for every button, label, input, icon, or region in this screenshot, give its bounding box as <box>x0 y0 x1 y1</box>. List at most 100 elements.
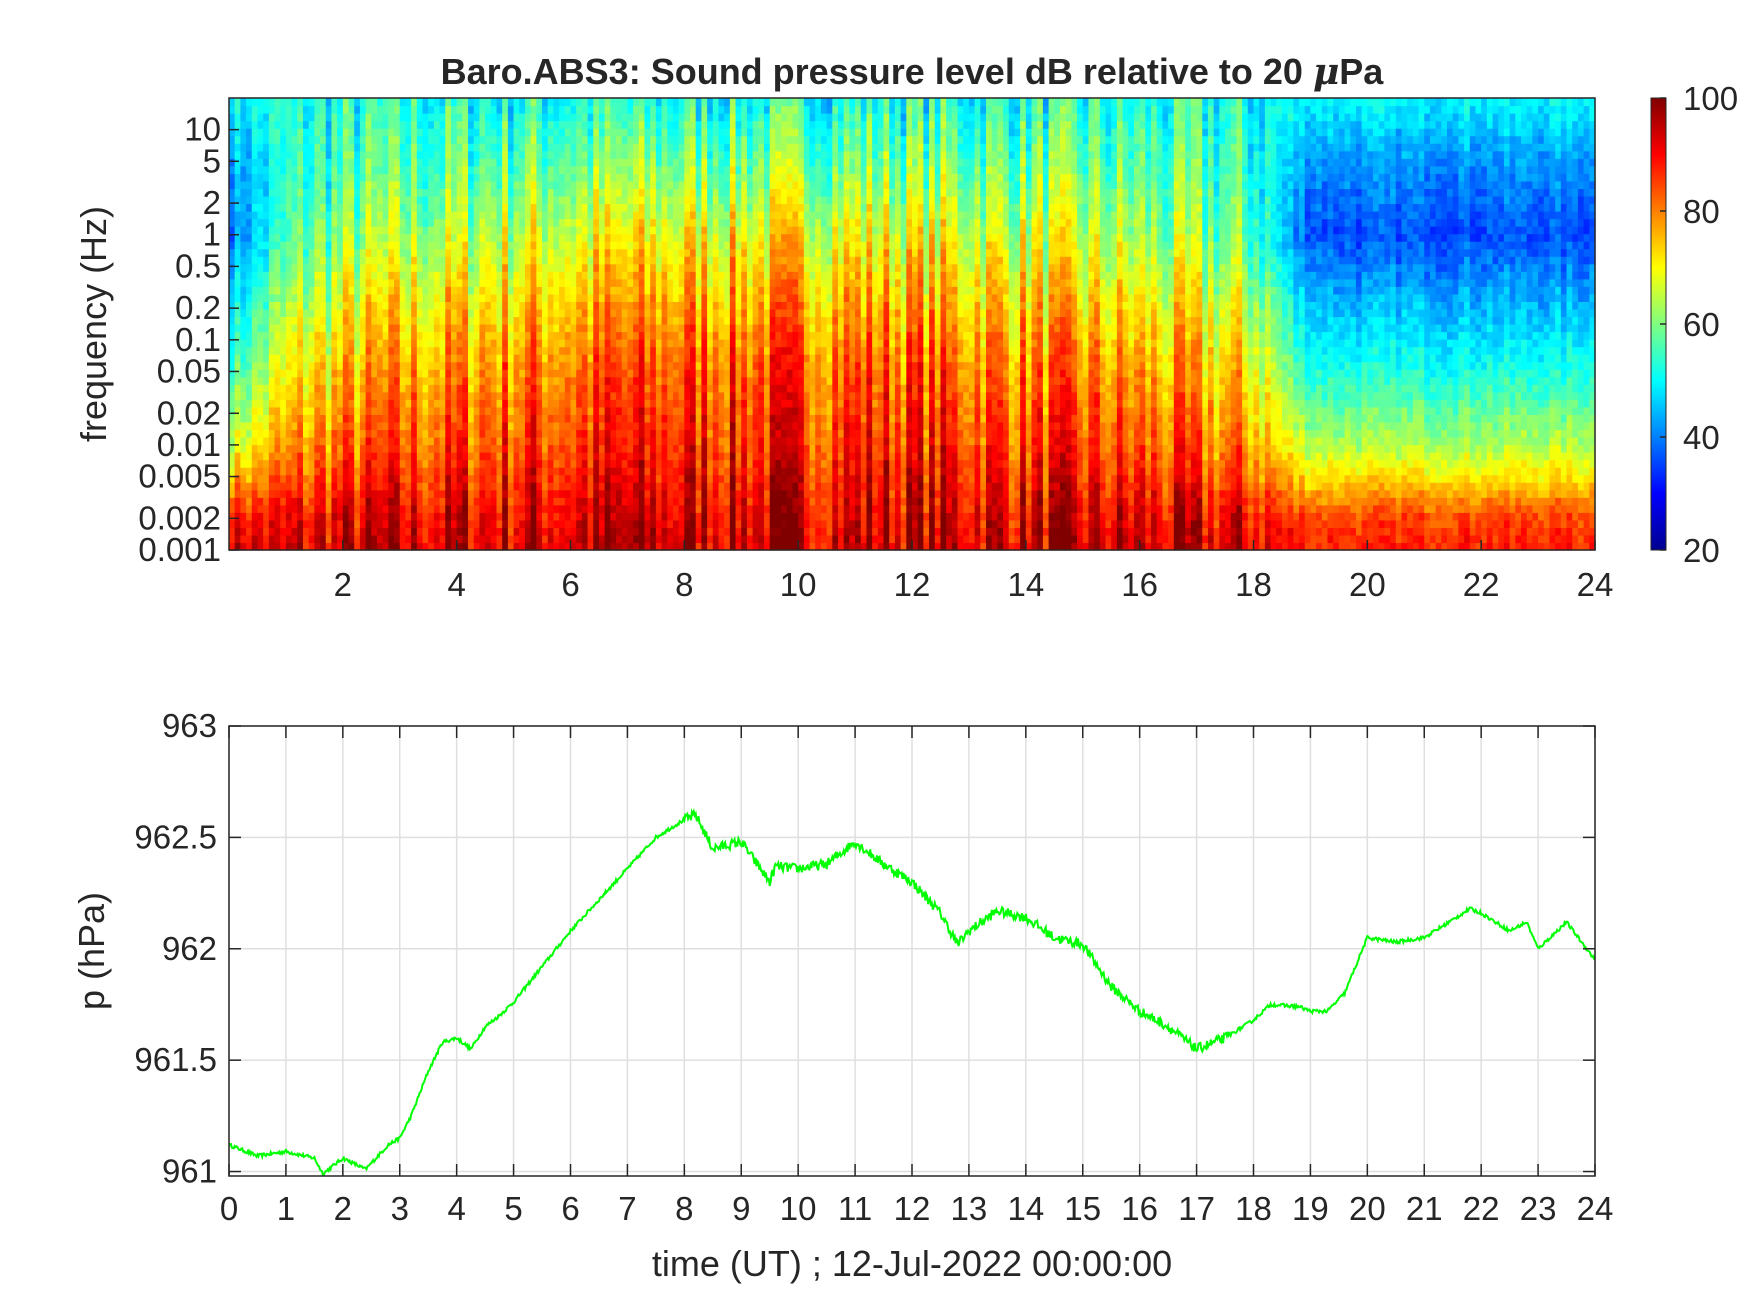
spectrogram-cell <box>598 173 606 182</box>
spectrogram-cell <box>229 226 236 235</box>
spectrogram-cell <box>468 150 475 159</box>
spectrogram-cell <box>274 399 281 408</box>
spectrogram-cell <box>610 444 617 453</box>
spectrogram-cell <box>610 376 617 385</box>
spectrogram-cell <box>490 203 498 212</box>
spectrogram-cell <box>695 369 703 378</box>
spectrogram-cell <box>308 324 315 333</box>
spectrogram-cell <box>621 218 629 227</box>
spectrogram-cell <box>650 354 657 363</box>
spectrogram-cell <box>428 195 435 205</box>
spectrogram-cell <box>519 195 526 205</box>
spectrogram-cell <box>405 316 412 325</box>
spectrogram-cell <box>519 437 526 446</box>
spectrogram-cell <box>536 339 543 348</box>
spectrogram-cell <box>553 165 560 174</box>
spectrogram-cell <box>479 278 486 287</box>
spectrogram-cell <box>616 233 623 242</box>
spectrogram-cell <box>633 293 640 302</box>
spectrogram-cell <box>553 293 560 302</box>
spectrogram-cell <box>246 150 253 159</box>
spectrogram-cell <box>365 534 372 544</box>
spectrogram-cell <box>519 180 526 189</box>
spectrogram-cell <box>229 113 236 122</box>
spectrogram-cell <box>422 504 429 513</box>
spectrogram-cell <box>644 150 651 159</box>
spectrogram-cell <box>462 143 469 152</box>
spectrogram-cell <box>388 226 395 235</box>
spectrogram-cell <box>320 437 327 446</box>
spectrogram-cell <box>422 293 429 302</box>
spectrogram-cell <box>616 286 623 295</box>
spectrogram-cell <box>530 444 537 453</box>
spectrogram-cell <box>610 474 617 483</box>
spectrogram-cell <box>263 308 270 318</box>
spectrogram-cell <box>450 271 458 280</box>
spectrogram-cell <box>690 399 697 408</box>
spectrogram-cell <box>621 226 629 235</box>
spectrogram-cell <box>405 173 412 182</box>
spectrogram-cell <box>570 346 577 355</box>
spectrogram-cell <box>354 286 361 295</box>
spectrogram-cell <box>285 308 293 318</box>
spectrogram-cell <box>564 256 572 265</box>
spectrogram-cell <box>507 354 515 363</box>
spectrogram-cell <box>496 452 503 461</box>
spectrogram-cell <box>445 308 452 318</box>
spectrogram-cell <box>428 444 435 453</box>
spectrogram-cell <box>690 301 697 310</box>
spectrogram-cell <box>280 437 287 446</box>
spectrogram-cell <box>638 534 646 544</box>
spectrogram-cell <box>302 354 310 363</box>
spectrogram-cell <box>234 339 241 348</box>
spectrogram-cell <box>553 444 560 453</box>
spectrogram-cell <box>297 180 304 189</box>
spectrogram-cell <box>468 173 475 182</box>
spectrogram-cell <box>581 414 589 423</box>
spectrogram-cell <box>274 293 281 302</box>
spectrogram-cell <box>433 406 441 415</box>
spectrogram-cell <box>405 421 412 431</box>
spectrogram-cell <box>246 271 253 280</box>
spectrogram-cell <box>240 316 247 325</box>
spectrogram-cell <box>411 263 418 272</box>
spectrogram-cell <box>337 497 344 506</box>
spectrogram-cell <box>234 271 241 280</box>
spectrogram-cell <box>416 150 424 159</box>
spectrogram-cell <box>342 308 350 318</box>
spectrogram-cell <box>473 256 481 265</box>
spectrogram-cell <box>246 346 253 355</box>
spectrogram-cell <box>251 467 259 476</box>
spectrogram-cell <box>433 128 441 137</box>
spectrogram-cell <box>291 482 298 491</box>
spectrogram-cell <box>695 331 703 340</box>
spectrogram-cell <box>485 542 492 551</box>
spectrogram-cell <box>587 421 594 431</box>
spectrogram-cell <box>359 421 367 431</box>
spectrogram-cell <box>337 391 344 400</box>
spectrogram-cell <box>462 339 469 348</box>
spectrogram-cell <box>257 459 264 468</box>
spectrogram-cell <box>536 414 543 423</box>
spectrogram-cell <box>559 399 566 408</box>
spectrogram-cell <box>468 271 475 280</box>
spectrogram-cell <box>695 384 703 393</box>
spectrogram-cell <box>445 301 452 310</box>
spectrogram-cell <box>587 361 594 370</box>
spectrogram-cell <box>291 339 298 348</box>
spectrogram-cell <box>422 135 429 144</box>
spectrogram-cell <box>439 165 446 174</box>
spectrogram-cell <box>297 339 304 348</box>
spectrogram-cell <box>359 482 367 491</box>
spectrogram-cell <box>604 534 611 544</box>
spectrogram-cell <box>240 459 247 468</box>
spectrogram-cell <box>416 361 424 370</box>
spectrogram-cell <box>598 391 606 400</box>
spectrogram-cell <box>445 233 452 242</box>
spectrogram-cell <box>359 301 367 310</box>
spectrogram-cell <box>507 286 515 295</box>
spectrogram-cell <box>610 256 617 265</box>
spectrogram-cell <box>325 467 333 476</box>
spectrogram-cell <box>604 143 611 152</box>
spectrogram-cell <box>411 361 418 370</box>
